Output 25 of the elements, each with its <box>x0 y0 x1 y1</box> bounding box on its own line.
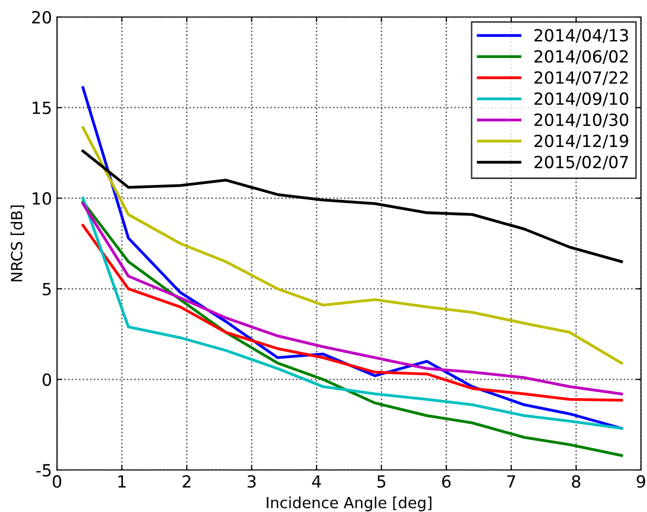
x-tick-label: 2 <box>182 475 190 488</box>
x-tick-label: 5 <box>377 475 386 488</box>
legend-label: 2014/12/19 <box>534 134 628 149</box>
y-axis-title: NRCS [dB] <box>10 206 24 282</box>
y-tick-label: -5 <box>36 464 51 477</box>
legend-label: 2014/07/22 <box>534 71 628 86</box>
y-tick-label: 0 <box>42 373 52 386</box>
x-tick-label: 7 <box>507 475 516 488</box>
x-tick-label: 3 <box>248 475 256 488</box>
legend-label: 2015/02/07 <box>534 156 628 170</box>
x-tick-label: 0 <box>52 475 62 488</box>
legend-label: 2014/06/02 <box>534 50 628 64</box>
x-axis-title: Incidence Angle [deg] <box>266 496 432 512</box>
x-tick-label: 1 <box>118 475 126 488</box>
legend-label: 2014/10/30 <box>534 113 628 128</box>
y-tick-label: 20 <box>32 10 52 24</box>
x-tick-label: 8 <box>572 475 580 488</box>
x-tick-label: 9 <box>636 475 646 488</box>
x-tick-label: 6 <box>442 475 451 488</box>
x-tick-label: 4 <box>312 475 321 488</box>
legend-label: 2014/09/10 <box>534 92 628 106</box>
legend-label: 2014/04/13 <box>534 28 628 43</box>
y-tick-label: 15 <box>32 102 51 114</box>
y-tick-label: 10 <box>32 192 52 205</box>
y-tick-label: 5 <box>42 282 51 296</box>
